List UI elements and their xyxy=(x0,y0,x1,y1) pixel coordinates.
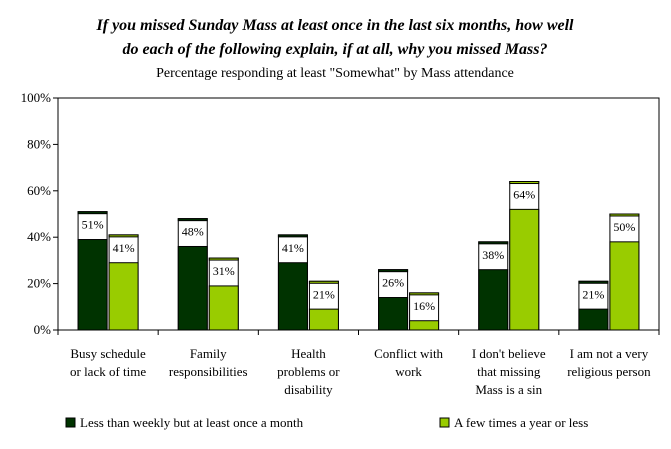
data-label: 21% xyxy=(582,287,604,301)
legend-label: Less than weekly but at least once a mon… xyxy=(80,415,304,430)
data-labels: 51% 41% 48% 31% 41% 21% 26% 16% 38% 64% 21% 50% xyxy=(82,188,636,313)
bar-solid xyxy=(277,262,308,331)
data-label: 21% xyxy=(313,287,335,301)
data-label: 16% xyxy=(413,299,435,313)
category-label: responsibilities xyxy=(169,364,248,379)
category-label: Mass is a sin xyxy=(475,382,542,397)
bar-cap xyxy=(409,292,440,296)
data-label: 51% xyxy=(82,218,104,232)
category-label: Busy schedule xyxy=(70,346,146,361)
bar-solid xyxy=(509,208,540,331)
bar-solid xyxy=(478,269,509,331)
category-labels: Busy schedule or lack of time Family respon… xyxy=(70,346,651,397)
bar-cap xyxy=(77,211,108,215)
bar-solid xyxy=(108,262,139,331)
data-label: 41% xyxy=(113,241,135,255)
y-tick-label: 60% xyxy=(27,183,51,198)
legend-swatch xyxy=(65,417,76,428)
bar-solid xyxy=(409,320,440,331)
category-label: work xyxy=(395,364,422,379)
bar-cap xyxy=(378,269,409,273)
data-label: 50% xyxy=(613,220,635,234)
category-label: I don't believe xyxy=(472,346,546,361)
data-label: 41% xyxy=(282,241,304,255)
chart-subtitle: Percentage responding at least "Somewhat… xyxy=(156,66,514,81)
category-label: problems or xyxy=(277,364,340,379)
bar-cap xyxy=(108,234,139,238)
axes: 0% 20% 40% 60% 80% 100% xyxy=(21,90,660,337)
data-label: 26% xyxy=(382,276,404,290)
y-tick-label: 100% xyxy=(21,90,52,105)
bar-solid xyxy=(77,239,108,331)
y-tick-label: 40% xyxy=(27,229,51,244)
bar-solid xyxy=(308,308,339,331)
bar-cap xyxy=(208,257,239,261)
data-label: 48% xyxy=(182,225,204,239)
chart-title-line-1: If you missed Sunday Mass at least once … xyxy=(96,17,575,34)
bar-solid xyxy=(609,241,640,331)
legend-label: A few times a year or less xyxy=(454,415,588,430)
plot-area-border xyxy=(57,97,660,331)
bar-solid xyxy=(378,297,409,331)
category-label: that missing xyxy=(477,364,541,379)
category-label: Health xyxy=(291,346,326,361)
bar-cap xyxy=(578,280,609,284)
category-label: religious person xyxy=(567,364,651,379)
bar-solid xyxy=(208,285,239,331)
bar-cap xyxy=(277,234,308,238)
bar-cap xyxy=(308,280,339,284)
bar-solid xyxy=(578,308,609,331)
category-label: disability xyxy=(284,382,333,397)
bars xyxy=(77,181,640,331)
data-label: 31% xyxy=(213,264,235,278)
bar-cap xyxy=(609,213,640,217)
data-label: 38% xyxy=(482,248,504,262)
bar-solid xyxy=(177,245,208,331)
y-tick-label: 80% xyxy=(27,136,51,151)
category-label: Conflict with xyxy=(374,346,443,361)
y-tick-label: 0% xyxy=(34,322,52,337)
y-tick-label: 20% xyxy=(27,276,51,291)
bar-cap xyxy=(509,181,540,185)
legend-swatch xyxy=(439,417,450,428)
bar-cap xyxy=(177,218,208,222)
category-label: I am not a very xyxy=(570,346,649,361)
data-label: 64% xyxy=(513,188,535,202)
category-label: or lack of time xyxy=(70,364,146,379)
legend: Less than weekly but at least once a mon… xyxy=(65,415,588,430)
category-label: Family xyxy=(190,346,227,361)
chart-title-line-2: do each of the following explain, if at … xyxy=(123,41,548,58)
bar-cap xyxy=(478,241,509,245)
